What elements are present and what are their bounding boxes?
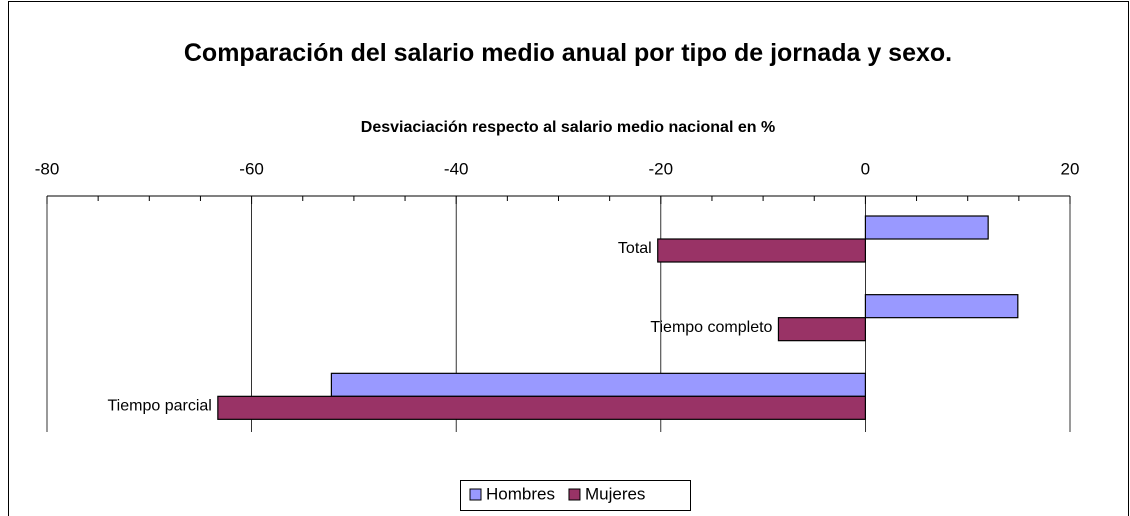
bar	[864, 294, 1019, 319]
category-label: Tiempo completo	[650, 319, 772, 336]
category-label: Tiempo parcial	[107, 398, 211, 415]
chart-subtitle: Desviaciación respecto al salario medio …	[361, 119, 775, 136]
x-tick-label: 20	[1061, 159, 1080, 178]
legend-swatch	[568, 488, 581, 501]
x-tick-label: -40	[444, 159, 469, 178]
x-tick-label: -60	[239, 159, 264, 178]
bar	[864, 215, 989, 240]
legend-swatch	[469, 488, 482, 501]
x-tick-label: -20	[649, 159, 674, 178]
category-label: Total	[618, 240, 652, 257]
x-tick-label: -80	[35, 159, 60, 178]
x-tick-label: 0	[861, 159, 870, 178]
bar	[217, 395, 867, 420]
bar	[330, 372, 866, 397]
chart-border	[8, 1, 1129, 516]
legend-label: Mujeres	[585, 484, 645, 503]
bar	[777, 317, 867, 342]
chart-title: Comparación del salario medio anual por …	[183, 39, 953, 67]
bar	[657, 238, 867, 263]
legend-label: Hombres	[486, 484, 555, 503]
